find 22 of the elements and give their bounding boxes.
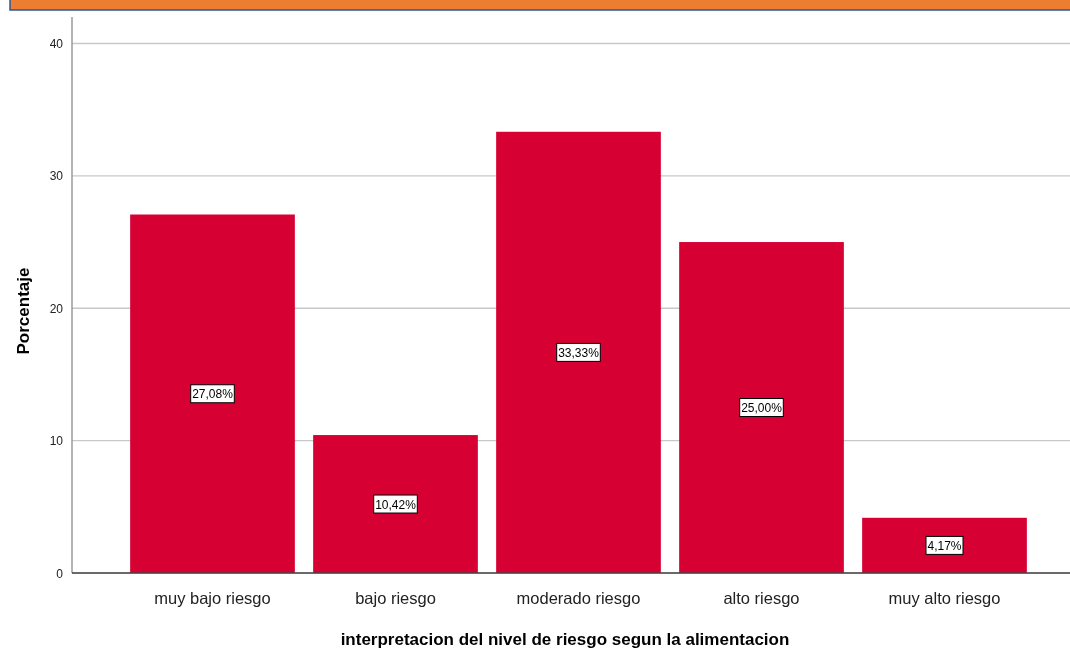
data-label: 33,33% [558, 345, 600, 360]
y-tick-label: 40 [49, 36, 64, 51]
data-label: 25,00% [741, 401, 783, 416]
bar [679, 242, 844, 573]
y-tick-label: 30 [49, 169, 64, 184]
bar [862, 517, 1027, 573]
x-tick-label: bajo riesgo [355, 589, 436, 607]
bar [130, 214, 295, 573]
y-axis-title: Porcentaje [14, 267, 33, 355]
data-label: 4,17% [927, 538, 962, 553]
data-label: 27,08% [192, 387, 234, 402]
x-tick-label: moderado riesgo [516, 589, 641, 607]
bar [496, 131, 661, 573]
data-label: 10,42% [375, 497, 417, 512]
y-tick-label: 20 [49, 301, 64, 316]
x-tick-label: alto riesgo [723, 589, 800, 607]
y-tick-label: 0 [56, 566, 64, 581]
y-tick-label: 10 [49, 434, 64, 449]
x-tick-label: muy alto riesgo [888, 589, 1001, 607]
x-tick-label: muy bajo riesgo [154, 589, 271, 607]
bar [313, 435, 478, 573]
x-axis-title: interpretacion del nivel de riesgo segun la alimentacion [340, 630, 790, 649]
